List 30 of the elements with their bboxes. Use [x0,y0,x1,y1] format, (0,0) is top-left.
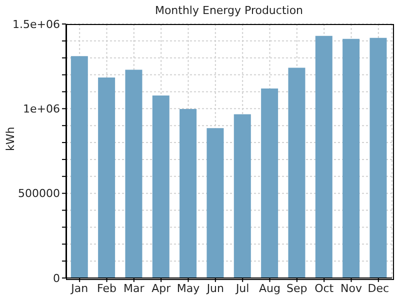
bar [125,70,142,278]
y-tick-label: 0 [53,272,60,285]
bar [70,56,88,278]
bar [342,38,360,278]
bar [288,68,306,278]
x-tick-label: Sep [286,282,308,295]
bar [234,114,251,278]
bar [315,36,332,278]
x-tick-label: Apr [152,282,172,295]
bar [370,38,387,278]
bar [98,78,116,278]
bar [206,128,224,278]
y-tick-label: 500000 [18,187,60,200]
x-tick-label: Jun [206,282,224,295]
x-tick-label: Oct [314,282,334,295]
bar [180,109,197,278]
x-tick-label: Feb [97,282,116,295]
bar [261,88,278,278]
x-tick-label: May [176,282,200,295]
x-tick-label: Jul [234,282,250,295]
x-tick-label: Mar [124,282,145,295]
x-tick-label: Aug [259,282,280,295]
y-axis-title: kWh [4,126,17,151]
x-tick-label: Nov [340,282,362,295]
y-tick-label: 1.5e+06 [12,18,60,31]
x-tick-label: Dec [368,282,390,295]
chart-title: Monthly Energy Production [154,4,304,17]
x-tick-label: Jan [70,282,88,295]
bar [152,95,170,278]
y-tick-label: 1e+06 [23,102,60,116]
